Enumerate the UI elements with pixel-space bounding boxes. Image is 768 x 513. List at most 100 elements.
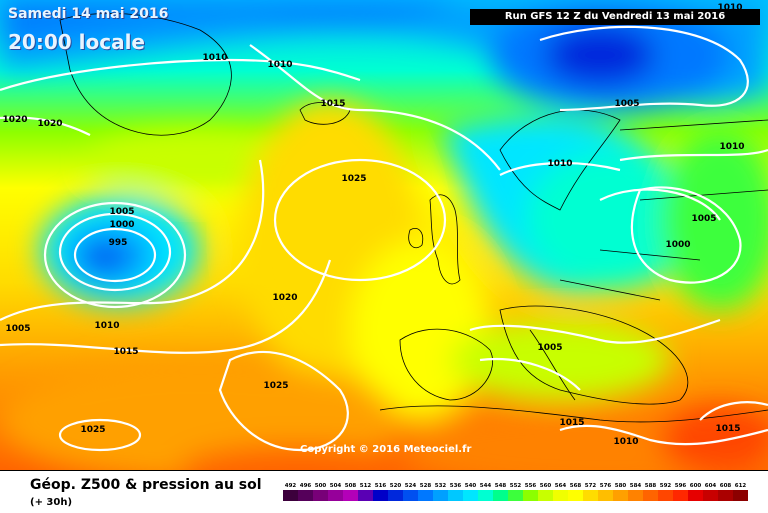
isobar-label: 1015 [320,99,345,109]
coastlines [59,13,768,423]
forecast-local-time: 20:00 locale [8,30,145,54]
isobar-label: 1010 [267,60,292,70]
scale-swatch [583,490,598,501]
scale-value: 548 [495,483,507,489]
isobar-label: 1025 [80,425,105,435]
scale-value: 528 [420,483,432,489]
isobar-label: 1005 [614,99,639,109]
isobar-label: 1010 [613,437,638,447]
scale-swatch [283,490,298,501]
scale-swatch [523,490,538,501]
isobar-label: 1020 [2,115,27,125]
isobar-label: 1020 [37,119,62,129]
scale-swatch [733,490,748,501]
scale-value: 504 [330,483,342,489]
scale-swatch [613,490,628,501]
color-scale: 492 496 500 504 508 512 516 520 524 528 532 536 540 5… [283,483,748,501]
scale-value: 516 [375,483,387,489]
scale-value: 592 [660,483,672,489]
scale-value: 508 [345,483,357,489]
scale-value: 536 [450,483,462,489]
scale-swatch [658,490,673,501]
scale-swatch [628,490,643,501]
scale-swatch [298,490,313,501]
legend-subtitle: (+ 30h) [30,497,73,508]
isobar-label: 1025 [263,381,288,391]
scale-swatch [553,490,568,501]
scale-swatch [343,490,358,501]
scale-value: 560 [540,483,552,489]
scale-swatch [433,490,448,501]
isobar-label: 1010 [719,142,744,152]
legend-footer: Géop. Z500 & pression au sol (+ 30h) 492… [0,470,768,513]
scale-swatch [598,490,613,501]
scale-swatch [538,490,553,501]
isobar-label: 1020 [272,293,297,303]
scale-value: 552 [510,483,522,489]
scale-value: 492 [285,483,297,489]
scale-swatch [358,490,373,501]
isobar-lines [0,25,768,452]
scale-value: 544 [480,483,492,489]
geopotential-map: 1010 1010 1020 1020 1015 1005 1010 1010 1010 1025… [0,0,768,470]
scale-swatch [373,490,388,501]
scale-swatch [448,490,463,501]
isobar-label: 1000 [665,240,690,250]
isobar-label: 1025 [341,174,366,184]
scale-value: 500 [315,483,327,489]
scale-value: 524 [405,483,417,489]
scale-swatch [673,490,688,501]
isobar-label: 995 [109,238,128,248]
scale-value: 612 [735,483,747,489]
scale-swatch [328,490,343,501]
model-run-label: Run GFS 12 Z du Vendredi 13 mai 2016 [470,9,760,25]
scale-swatch [718,490,733,501]
scale-swatch [703,490,718,501]
isobar-label: 1005 [5,324,30,334]
forecast-date: Samedi 14 mai 2016 [8,6,169,22]
isobar-label: 1015 [113,347,138,357]
isobar-label: 1005 [691,214,716,224]
scale-swatch [493,490,508,501]
isobar-label: 1010 [547,159,572,169]
scale-swatch [478,490,493,501]
isobar-labels: 1010 1010 1020 1020 1015 1005 1010 1010 1010 1025… [2,3,744,447]
scale-value: 564 [555,483,567,489]
scale-value: 572 [585,483,597,489]
scale-value: 556 [525,483,537,489]
scale-value: 540 [465,483,477,489]
isobar-label: 1010 [717,3,742,13]
scale-swatch [688,490,703,501]
scale-value: 532 [435,483,447,489]
scale-value: 600 [690,483,702,489]
scale-value: 608 [720,483,732,489]
scale-value: 512 [360,483,372,489]
isobar-label: 1015 [559,418,584,428]
scale-value: 604 [705,483,717,489]
scale-value: 520 [390,483,402,489]
scale-value: 568 [570,483,582,489]
isobar-label: 1000 [109,220,134,230]
isobar-label: 1015 [715,424,740,434]
scale-swatch [463,490,478,501]
scale-swatch [508,490,523,501]
scale-swatch [568,490,583,501]
scale-value: 588 [645,483,657,489]
copyright-notice: Copyright © 2016 Meteociel.fr [300,444,472,455]
scale-value: 496 [300,483,312,489]
isobar-label: 1010 [94,321,119,331]
scale-value: 580 [615,483,627,489]
scale-value: 596 [675,483,687,489]
scale-swatch [418,490,433,501]
scale-swatch [313,490,328,501]
scale-swatch [643,490,658,501]
scale-value: 584 [630,483,642,489]
legend-title: Géop. Z500 & pression au sol [30,477,262,493]
scale-value: 576 [600,483,612,489]
scale-swatch [388,490,403,501]
scale-swatch [403,490,418,501]
z500-shading [0,0,768,470]
isobar-label: 1005 [537,343,562,353]
isobar-label: 1010 [202,53,227,63]
